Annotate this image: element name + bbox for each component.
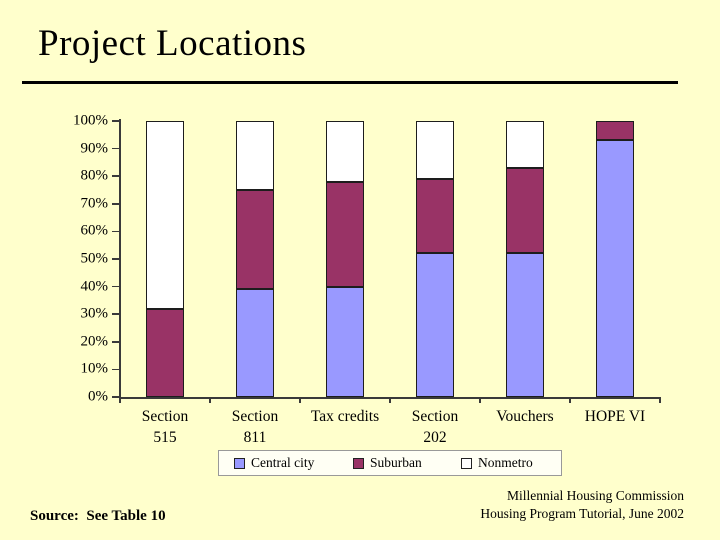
y-axis-label: 100% [73, 112, 108, 129]
stacked-bar-chart: 100% 90% 80% 70% 60% 50% 40% 30% 20% 10% 0% Section… [0, 95, 720, 448]
bar-segment-suburban [146, 308, 184, 397]
y-axis-label: 30% [80, 305, 109, 322]
page-title: Project Locations [38, 23, 307, 64]
y-tick [112, 120, 120, 122]
category-label-line: HOPE VI [584, 408, 646, 425]
category-label-line: Section [231, 408, 279, 425]
y-axis-label: 90% [80, 140, 109, 157]
legend-label: Suburban [370, 455, 422, 470]
category-label: Tax credits [300, 406, 390, 427]
y-axis-label: 50% [80, 250, 109, 267]
x-tick [659, 397, 661, 403]
y-axis-label: 10% [80, 360, 109, 377]
category-label-line: Vouchers [496, 408, 554, 425]
legend-item: Central city [234, 451, 314, 475]
y-axis-line [119, 119, 121, 397]
x-tick [119, 397, 121, 403]
y-tick [112, 368, 120, 371]
bar-segment-central-city [326, 286, 364, 397]
x-tick [569, 397, 571, 403]
legend-label: Nonmetro [478, 455, 533, 470]
bar-segment-nonmetro [416, 121, 454, 179]
category-label: Vouchers [480, 406, 570, 427]
bar-segment-nonmetro [146, 121, 184, 309]
category-label-line: Section [141, 408, 189, 425]
credit-text: Millennial Housing Commission Housing Pr… [480, 487, 684, 522]
y-tick [112, 230, 120, 233]
y-tick [112, 341, 120, 343]
bar-segment-suburban [596, 121, 634, 141]
legend-label: Central city [251, 455, 315, 470]
credit-line-2: Housing Program Tutorial, June 2002 [480, 505, 684, 521]
x-tick [209, 397, 211, 403]
bar-segment-central-city [596, 140, 634, 397]
y-axis-label: 60% [80, 222, 109, 239]
category-label: HOPE VI [570, 406, 660, 427]
x-tick [299, 397, 301, 403]
bar-segment-central-city [416, 253, 454, 397]
title-underline [22, 81, 678, 84]
y-axis-label: 0% [88, 388, 108, 405]
category-label: Section 202 [390, 406, 480, 448]
category-label-line: 202 [423, 429, 447, 446]
category-label-line: Tax credits [310, 408, 380, 425]
y-tick [112, 147, 120, 150]
legend-swatch-suburban [353, 457, 364, 469]
y-axis-label: 20% [80, 333, 109, 350]
legend-swatch-nonmetro [461, 457, 472, 469]
bar-segment-nonmetro [506, 121, 544, 168]
y-axis-label: 40% [80, 278, 109, 295]
category-label: Section 811 [210, 406, 300, 448]
y-tick [112, 175, 120, 177]
y-tick [112, 396, 120, 398]
category-label-line: 811 [243, 429, 267, 446]
y-tick [112, 285, 120, 288]
credit-line-1: Millennial Housing Commission [506, 488, 684, 503]
y-tick [112, 313, 120, 315]
x-tick [479, 397, 481, 403]
source-note: Source: See Table 10 [30, 508, 166, 524]
bar-segment-suburban [326, 181, 364, 287]
y-tick [112, 258, 120, 260]
bar-segment-nonmetro [236, 121, 274, 190]
chart-legend: Central city Suburban Nonmetro [218, 450, 562, 476]
y-axis-label: 80% [80, 167, 109, 184]
x-tick [389, 397, 391, 403]
legend-item: Suburban [353, 451, 422, 475]
bar-segment-central-city [236, 289, 274, 397]
bar-segment-central-city [506, 253, 544, 397]
category-label-line: Section [411, 408, 459, 425]
category-label: Section 515 [120, 406, 210, 448]
legend-swatch-central-city [234, 457, 245, 469]
y-axis-label: 70% [80, 195, 109, 212]
bar-segment-suburban [236, 190, 274, 290]
y-tick [112, 203, 120, 205]
bar-segment-suburban [506, 167, 544, 254]
bar-segment-suburban [416, 178, 454, 254]
legend-item: Nonmetro [461, 451, 533, 475]
category-label-line: 515 [153, 429, 177, 446]
bar-segment-nonmetro [326, 121, 364, 182]
